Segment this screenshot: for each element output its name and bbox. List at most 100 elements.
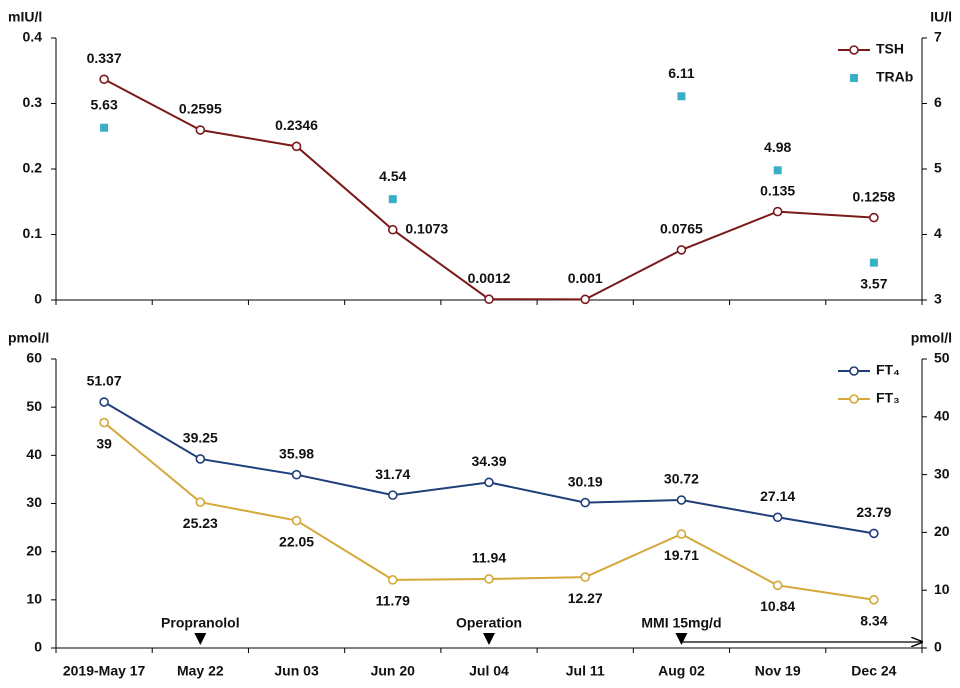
data-label: 30.19 [568,473,603,489]
series-line [103,421,875,601]
point [580,497,591,508]
x-tick-label: May 22 [177,663,224,679]
point [195,125,206,135]
point [772,580,783,591]
y2-tick-label: 20 [934,523,950,539]
data-label: 0.001 [568,270,603,286]
data-label: 11.94 [472,550,506,566]
legend-label: FT₃ [876,390,900,406]
y2-tick-label: 3 [934,291,942,307]
y2-tick-label: 40 [934,408,950,424]
point [99,74,109,85]
annotation-marker [483,633,495,645]
y2-tick-label: 30 [934,465,950,481]
data-label: 31.74 [375,466,410,482]
data-label: 51.07 [87,373,122,389]
point [677,92,686,101]
point [100,123,109,132]
point [580,572,591,582]
data-label: 5.63 [90,96,117,112]
legend-label: TSH [876,41,904,57]
data-label: 0.337 [87,50,122,66]
y2-axis-title: pmol/l [911,330,952,346]
data-label: 6.11 [668,65,695,81]
data-label: 22.05 [279,533,314,549]
y-tick-label: 60 [26,350,42,366]
data-label: 12.27 [568,590,603,606]
point [580,294,591,305]
point [388,195,397,204]
point [676,245,687,255]
point [387,490,398,500]
y-tick-label: 0.3 [23,94,43,110]
y-tick-label: 30 [26,494,42,510]
data-label: 27.14 [760,488,795,504]
y-tick-label: 0.2 [23,160,43,176]
data-label: 25.23 [183,515,218,531]
annotation-marker [675,633,688,645]
x-tick-label: Nov 19 [755,663,801,679]
point [869,258,878,267]
y2-tick-label: 50 [934,350,950,366]
point [484,294,494,305]
point [676,529,687,539]
legend-label: TRAb [876,69,913,85]
data-label: 0.2346 [275,117,318,133]
point [195,454,206,464]
point [484,574,494,584]
y2-axis-title: IU/l [930,9,952,25]
point [387,224,398,235]
data-label: 0.0012 [468,270,511,286]
data-label: 0.1258 [852,188,895,204]
point [99,397,109,407]
data-label: 0.135 [760,182,795,198]
legend-swatch [849,366,859,376]
y-tick-label: 0.4 [23,29,43,45]
point [772,512,783,523]
data-label: 35.98 [279,445,314,461]
y-tick-label: 10 [26,591,42,607]
point [195,497,206,507]
point [869,528,879,539]
y2-tick-label: 6 [934,94,942,110]
annotation: Propranolol [161,615,240,631]
annotation-marker [194,633,207,645]
data-label: 10.84 [760,598,795,614]
data-label: 19.71 [664,547,699,563]
legend-swatch [849,394,859,404]
data-label: 39.25 [183,430,218,446]
y-tick-label: 40 [26,446,42,462]
legend-swatch [850,74,858,82]
data-label: 11.79 [376,593,410,609]
point [869,594,879,605]
y2-tick-label: 5 [934,160,942,176]
y2-tick-label: 4 [934,225,942,241]
point [291,515,302,526]
point [99,417,109,428]
y-tick-label: 20 [26,542,42,558]
legend-label: FT₄ [876,362,900,378]
data-label: 3.57 [860,275,887,291]
point [772,206,783,217]
x-tick-label: 2019-May 17 [63,663,146,679]
x-tick-label: Dec 24 [851,663,896,679]
data-label: 8.34 [860,612,887,628]
point [484,477,494,488]
data-label: 4.98 [764,139,791,155]
annotation: MMI 15mg/d [641,615,721,631]
legend-swatch [849,45,859,55]
point [869,212,879,223]
y-axis-title: pmol/l [8,330,49,346]
x-tick-label: Jun 03 [274,663,319,679]
point [291,141,302,152]
x-tick-label: Jul 11 [566,663,605,679]
data-label: 30.72 [664,471,699,487]
y-tick-label: 0 [34,291,42,307]
y-tick-label: 0 [34,639,42,655]
data-label: 39 [96,435,112,451]
x-tick-label: Aug 02 [658,663,705,679]
y2-tick-label: 7 [934,29,942,45]
point [773,166,782,175]
data-label: 0.0765 [660,221,703,237]
y2-tick-label: 10 [934,581,950,597]
